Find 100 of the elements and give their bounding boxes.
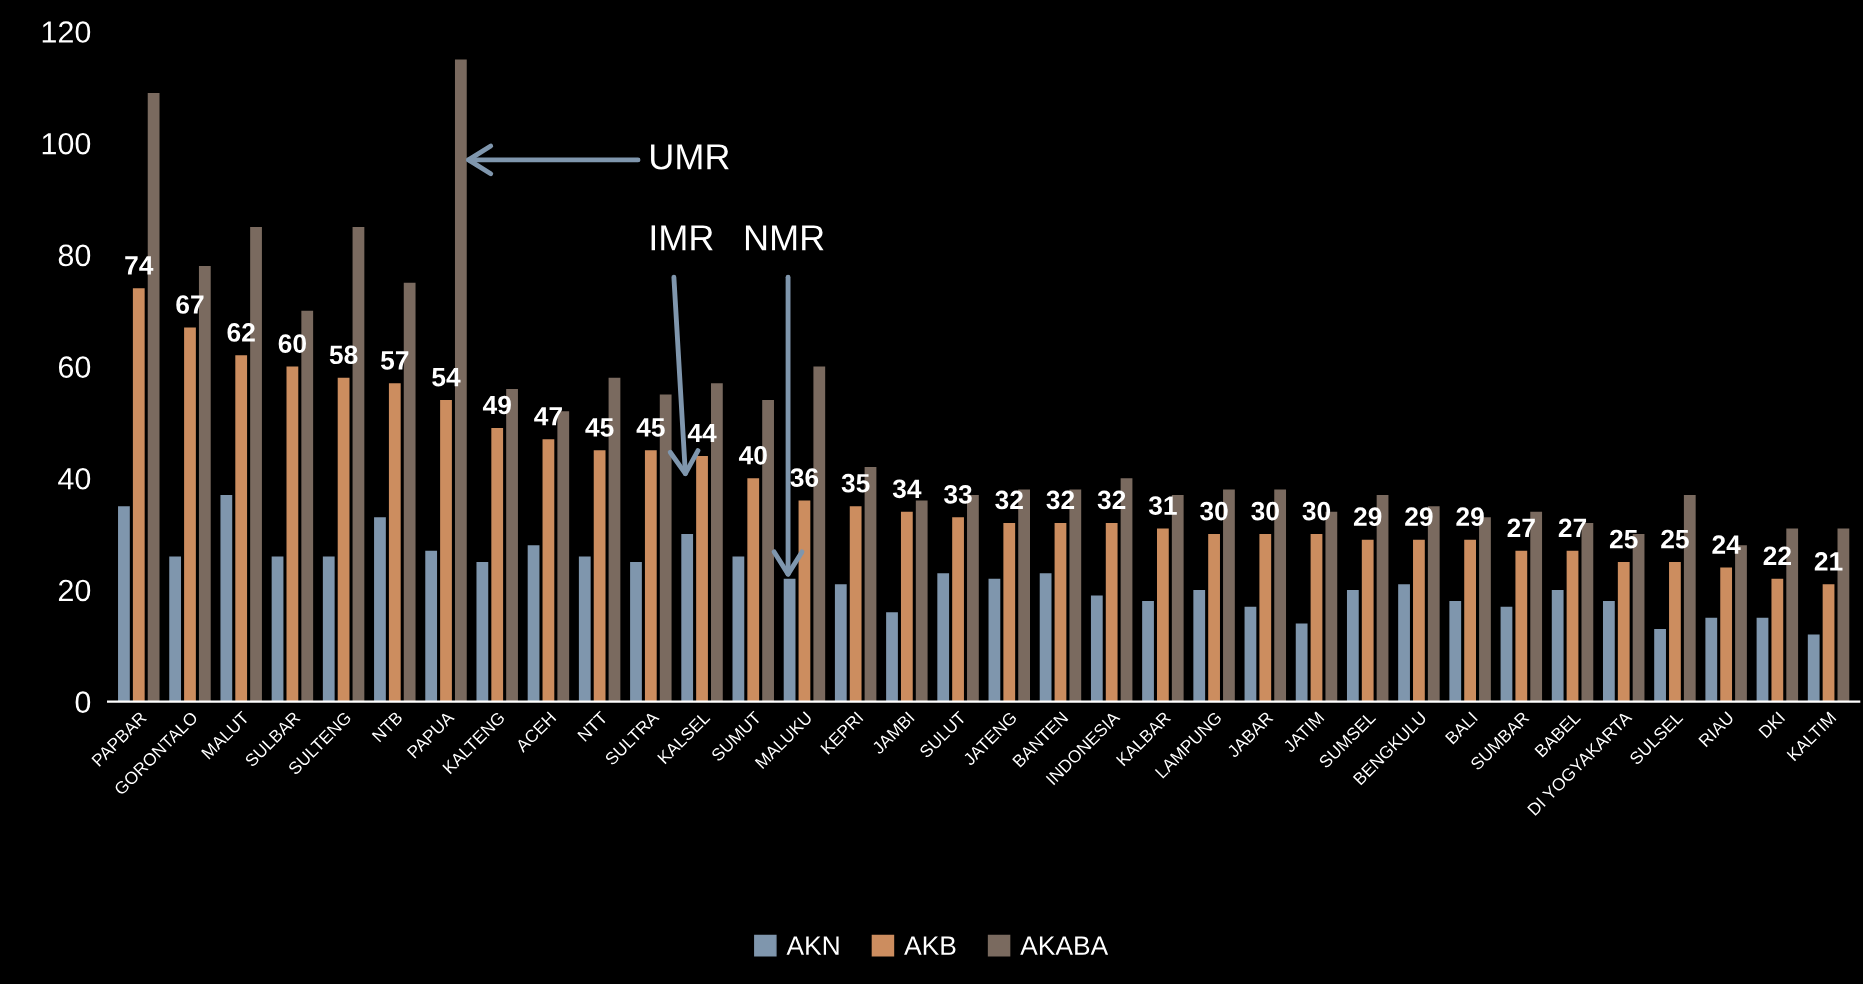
bar — [696, 455, 708, 702]
bar — [1003, 522, 1016, 702]
bar — [1310, 534, 1323, 702]
bar — [1142, 601, 1154, 702]
bar — [1705, 617, 1718, 702]
bar — [1566, 550, 1579, 702]
data-label: 32 — [995, 490, 1023, 510]
bar — [1259, 534, 1272, 702]
bar — [491, 427, 504, 702]
data-label: 67 — [176, 295, 204, 314]
data-label: 31 — [1148, 496, 1177, 515]
data-label: 36 — [790, 468, 819, 488]
data-label: 30 — [1302, 501, 1331, 521]
bar — [440, 400, 452, 702]
bar — [952, 517, 964, 702]
y-tick-label: 60 — [58, 356, 91, 378]
bar — [1720, 567, 1733, 702]
bar — [849, 506, 862, 702]
bar — [118, 506, 130, 702]
bar — [476, 561, 489, 702]
data-label: 40 — [738, 445, 767, 465]
data-label: 29 — [1353, 507, 1382, 527]
data-label: 29 — [1456, 507, 1484, 527]
data-label: 57 — [380, 351, 409, 370]
data-label: 54 — [432, 368, 461, 387]
bar — [1515, 550, 1528, 702]
bar — [1156, 528, 1169, 702]
bar — [235, 355, 248, 702]
bar — [1413, 539, 1425, 702]
data-label: 45 — [585, 418, 614, 437]
bar — [388, 383, 401, 702]
bar — [988, 578, 1001, 702]
bar — [1208, 534, 1220, 702]
bar — [322, 556, 335, 702]
annotation: UMR — [651, 144, 729, 170]
data-label: 30 — [1200, 501, 1228, 521]
data-label: 33 — [943, 485, 972, 504]
data-label: 30 — [1251, 501, 1279, 521]
bar — [1361, 539, 1374, 702]
bar — [915, 500, 928, 702]
bar — [1602, 601, 1615, 702]
bar — [1346, 589, 1359, 702]
bar — [1105, 522, 1118, 702]
bar — [1500, 606, 1513, 702]
data-label: 74 — [125, 256, 154, 275]
y-tick-label: 40 — [58, 467, 91, 490]
data-label: 47 — [534, 407, 562, 426]
y-tick-label: 20 — [58, 579, 91, 602]
bar — [1756, 617, 1769, 702]
legend-label: AKN — [786, 936, 839, 955]
annotation: NMR — [745, 225, 824, 251]
data-label: 21 — [1814, 552, 1843, 571]
x-tick-label: DKI — [1758, 711, 1786, 739]
data-label: 29 — [1405, 507, 1433, 527]
data-label: 45 — [636, 418, 665, 437]
data-label: 58 — [329, 345, 358, 365]
bar — [1090, 595, 1103, 702]
bar — [1807, 634, 1820, 702]
data-label: 60 — [278, 334, 306, 353]
bar — [374, 517, 386, 702]
bar — [732, 556, 745, 702]
data-label: 22 — [1763, 546, 1791, 565]
data-label: 27 — [1558, 518, 1587, 537]
y-tick-label: 0 — [75, 691, 91, 713]
bar — [578, 556, 591, 702]
data-label: 44 — [687, 423, 717, 443]
bar — [937, 573, 950, 702]
data-label: 27 — [1507, 518, 1535, 537]
bar — [1669, 561, 1681, 702]
bar — [169, 556, 182, 702]
y-tick-label: 120 — [42, 21, 91, 43]
bar — [1193, 589, 1206, 702]
bar — [1822, 584, 1835, 702]
bar — [1654, 629, 1666, 702]
bar — [834, 584, 847, 702]
bar — [1551, 589, 1564, 702]
bar — [542, 439, 555, 702]
bar — [681, 534, 694, 702]
data-label: 34 — [892, 479, 922, 499]
bar — [1039, 573, 1052, 702]
bar — [184, 327, 196, 702]
bar — [1771, 578, 1784, 702]
bar — [271, 556, 284, 702]
data-label: 25 — [1661, 529, 1689, 549]
bar — [630, 561, 642, 702]
annotation: IMR — [651, 225, 713, 251]
bar — [900, 511, 913, 702]
bar — [425, 550, 438, 702]
data-label: 62 — [227, 323, 255, 342]
y-tick-label: 100 — [42, 132, 91, 155]
bar — [132, 288, 145, 702]
bar — [1398, 584, 1410, 702]
bar — [337, 377, 350, 702]
bar — [886, 612, 898, 702]
bar — [593, 450, 606, 702]
legend-label: AKB — [904, 936, 956, 955]
bar — [1054, 522, 1067, 702]
bar — [1244, 606, 1257, 702]
bar — [1449, 601, 1462, 702]
data-label: 32 — [1046, 490, 1075, 510]
